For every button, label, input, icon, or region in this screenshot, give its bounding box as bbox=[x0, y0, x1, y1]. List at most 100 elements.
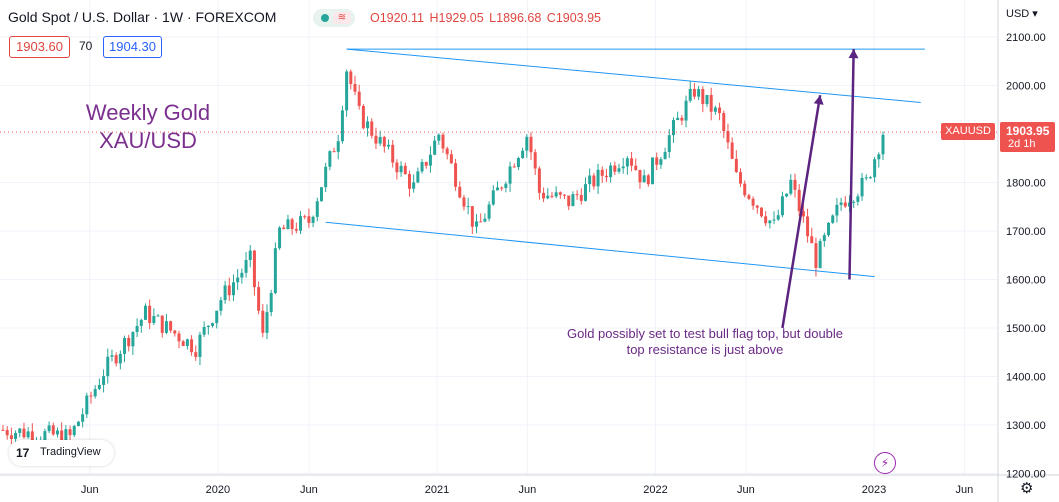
candle-body bbox=[604, 175, 608, 178]
annotation-line1: Gold possibly set to test bull flag top,… bbox=[566, 326, 844, 341]
ohlc-readout: O1920.11 H1929.05 L1896.68 C1903.95 bbox=[370, 11, 603, 25]
candle-body bbox=[202, 327, 206, 335]
candle-body bbox=[273, 248, 277, 294]
candle-body bbox=[579, 195, 583, 201]
candle-body bbox=[462, 197, 466, 207]
candle-body bbox=[449, 154, 453, 164]
candle-body bbox=[822, 235, 826, 242]
candle-body bbox=[315, 201, 319, 217]
time-axis[interactable]: Jun 2020 Jun 2021 Jun 2022 Jun 2023 Jun bbox=[81, 484, 973, 496]
candle-body bbox=[336, 141, 340, 152]
price-tick-label: 2000.00 bbox=[1006, 81, 1046, 93]
candle-body bbox=[785, 193, 789, 197]
candle-body bbox=[294, 228, 298, 231]
price-tick-label: 1500.00 bbox=[1006, 323, 1046, 335]
trendline-flag-lower[interactable] bbox=[325, 221, 875, 278]
candle-body bbox=[55, 430, 59, 435]
candle-body bbox=[278, 227, 282, 249]
candle-body bbox=[370, 121, 374, 136]
candle-body bbox=[789, 179, 793, 194]
candle-body bbox=[554, 192, 558, 197]
trendline-flag-upper[interactable] bbox=[346, 48, 921, 103]
close-value: C1903.95 bbox=[546, 11, 602, 25]
candle-body bbox=[445, 148, 449, 155]
candle-body bbox=[458, 186, 462, 198]
candle-body bbox=[776, 215, 780, 220]
candle-body bbox=[676, 117, 680, 121]
candle-body bbox=[403, 165, 407, 175]
sell-button[interactable]: 1903.60 bbox=[9, 36, 70, 58]
candle-body bbox=[479, 221, 483, 223]
open-value: O1920.11 bbox=[370, 11, 424, 25]
lightning-icon[interactable]: ⚡ bbox=[874, 452, 896, 474]
candle-body bbox=[282, 227, 286, 230]
candle-body bbox=[475, 221, 479, 227]
gear-icon[interactable]: ⚙ bbox=[1020, 480, 1034, 497]
candle-body bbox=[671, 120, 675, 136]
candle-body bbox=[470, 206, 474, 227]
candle-body bbox=[583, 184, 587, 201]
candle-body bbox=[512, 166, 516, 168]
candle-body bbox=[466, 206, 470, 208]
tradingview-logo[interactable]: 17 TradingView bbox=[9, 440, 114, 466]
candle-body bbox=[810, 236, 814, 244]
candle-body bbox=[378, 136, 382, 144]
candle-body bbox=[395, 162, 399, 173]
candle-body bbox=[412, 182, 416, 189]
candle-body bbox=[139, 319, 143, 326]
candle-body bbox=[198, 334, 202, 357]
candle-body bbox=[206, 325, 210, 328]
candle-body bbox=[123, 337, 127, 354]
buy-button[interactable]: 1904.30 bbox=[103, 36, 162, 58]
candle-body bbox=[864, 177, 868, 179]
candle-body bbox=[705, 94, 709, 105]
arrow-to-double-top[interactable] bbox=[848, 49, 855, 280]
candle-body bbox=[5, 430, 9, 436]
candle-body bbox=[244, 260, 248, 273]
candle-body bbox=[860, 177, 864, 197]
candle-body bbox=[881, 134, 885, 155]
candle-body bbox=[537, 168, 541, 193]
eye-icon[interactable]: ≋ bbox=[313, 9, 355, 27]
candle-body bbox=[110, 355, 114, 357]
candle-body bbox=[223, 285, 227, 301]
candle-body bbox=[868, 177, 872, 179]
candle-body bbox=[759, 207, 763, 217]
candle-body bbox=[303, 216, 307, 218]
candle-body bbox=[60, 430, 64, 445]
time-tick-label: Jun bbox=[300, 484, 318, 496]
candle-body bbox=[366, 121, 370, 129]
candle-body bbox=[374, 135, 378, 144]
candle-body bbox=[437, 134, 441, 141]
price-axis[interactable]: 1200.00 1300.00 1400.00 1500.00 1600.00 1700.… bbox=[1006, 32, 1046, 481]
candle-body bbox=[592, 175, 596, 187]
candle-body bbox=[521, 150, 525, 159]
candle-body bbox=[730, 142, 734, 159]
candle-body bbox=[311, 216, 315, 223]
candle-body bbox=[525, 136, 529, 151]
candle-body bbox=[131, 332, 135, 347]
price-tick-label: 1200.00 bbox=[1006, 469, 1046, 481]
symbol-title[interactable]: Gold Spot / U.S. Dollar · 1W · FOREXCOM bbox=[8, 9, 277, 25]
candle-body bbox=[550, 195, 554, 197]
candle-body bbox=[143, 305, 147, 320]
candle-body bbox=[290, 219, 294, 229]
candle-body bbox=[399, 165, 403, 173]
candle-body bbox=[801, 211, 805, 217]
candle-body bbox=[164, 321, 168, 333]
candle-body bbox=[747, 195, 751, 199]
arrow-to-double-top-head bbox=[848, 49, 859, 59]
candle-body bbox=[324, 166, 328, 188]
candle-body bbox=[357, 91, 361, 106]
arrow-to-flag-top[interactable] bbox=[781, 95, 822, 329]
price-tick-label: 1300.00 bbox=[1006, 420, 1046, 432]
price-tick-label: 1600.00 bbox=[1006, 275, 1046, 287]
spread-value: 70 bbox=[79, 39, 93, 53]
candle-body bbox=[391, 144, 395, 163]
currency-selector[interactable]: USD ▾ bbox=[1006, 8, 1038, 20]
symbol-price-tag: XAUUSD bbox=[941, 123, 995, 140]
candle-body bbox=[743, 183, 747, 196]
candle-body bbox=[240, 272, 244, 278]
candle-body bbox=[286, 219, 290, 230]
